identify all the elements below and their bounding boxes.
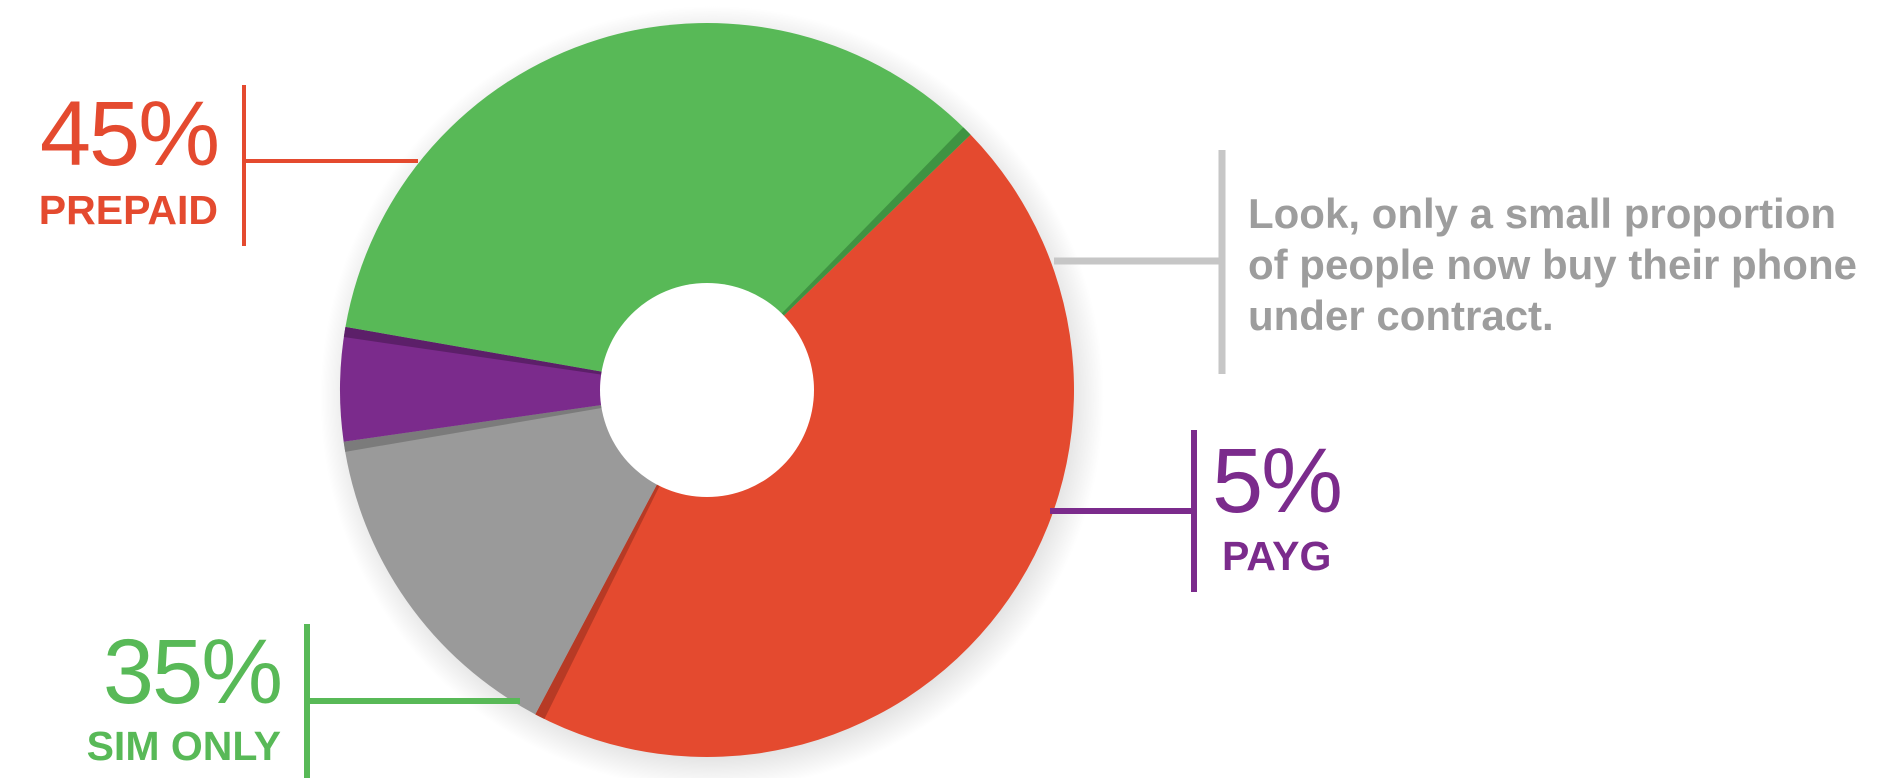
prepaid-label: PREPAID	[38, 187, 218, 233]
donut-slices	[340, 22, 1074, 758]
annotation-line-3: under contract.	[1248, 292, 1554, 339]
annotation-line-1: Look, only a small proportion	[1248, 190, 1837, 237]
slice-sim-only	[345, 22, 971, 391]
slice-payg	[340, 326, 707, 442]
prepaid-percent: 45%	[39, 83, 220, 185]
leader-prepaid	[242, 85, 418, 246]
donut-hole	[600, 283, 814, 497]
leader-sim-only	[304, 624, 520, 778]
contract-annotation: Look, only a small proportion of people …	[1248, 188, 1888, 341]
slice-prepaid	[535, 134, 1074, 758]
leader-contract	[1054, 150, 1226, 374]
slice-contract	[343, 390, 707, 715]
payg-label: PAYG	[1222, 533, 1332, 579]
annotation-line-2: of people now buy their phone	[1248, 241, 1857, 288]
leader-payg	[1050, 430, 1197, 592]
payg-percent: 5%	[1212, 430, 1343, 532]
sim-only-label: SIM ONLY	[86, 723, 281, 769]
sim-only-percent: 35%	[102, 621, 283, 723]
